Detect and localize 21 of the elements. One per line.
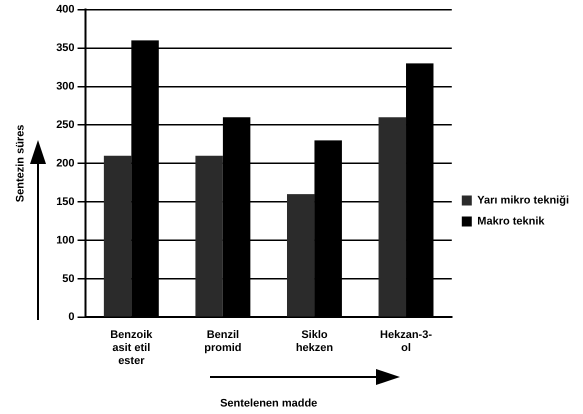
y-tick-label: 300	[56, 80, 75, 93]
y-axis-title: Sentezin süres	[14, 124, 27, 202]
x-tick-label: Hekzan-3-ol	[380, 328, 432, 354]
x-tick-label: Benzoik asit etil ester	[110, 328, 154, 368]
x-tick-label: Siklo hekzen	[296, 328, 334, 354]
bar	[195, 156, 223, 316]
legend-label: Yarı mikro tekniği	[477, 194, 569, 207]
legend-label: Makro teknik	[477, 216, 546, 228]
y-tick-label: 250	[56, 118, 75, 131]
bar	[286, 194, 314, 316]
y-tick-label: 100	[56, 234, 75, 246]
y-tick-label: 150	[56, 196, 75, 208]
y-tick-label: 350	[56, 42, 75, 54]
y-tick-label: 0	[68, 311, 75, 324]
y-tick-label: 400	[56, 4, 75, 16]
x-tick-label: Benzil promid	[204, 328, 242, 354]
y-tick-label: 200	[56, 157, 75, 170]
y-tick-label: 50	[62, 272, 75, 285]
x-axis-title: Sentelenen madde	[220, 397, 318, 410]
bar	[104, 156, 132, 316]
bar	[378, 117, 406, 316]
